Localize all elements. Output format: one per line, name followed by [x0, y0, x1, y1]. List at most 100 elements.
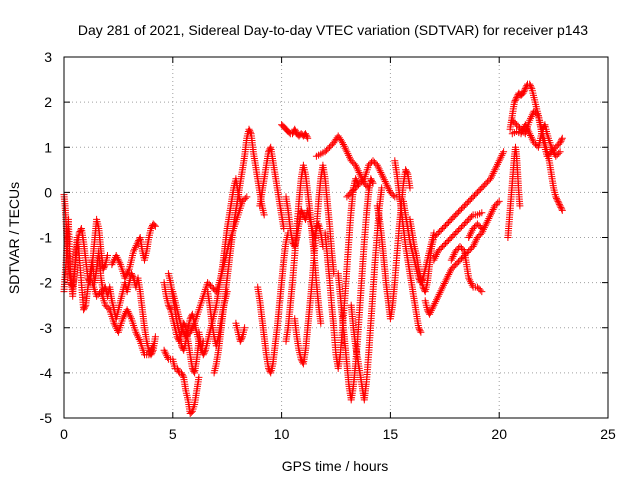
x-tick-label: 15 [383, 426, 399, 442]
data-point [201, 348, 209, 356]
data-point [166, 304, 174, 312]
data-point [459, 222, 467, 229]
data-point [443, 274, 451, 282]
y-tick-label: -2 [40, 275, 53, 291]
data-point [430, 301, 438, 309]
data-point [558, 205, 566, 213]
data-point [548, 145, 556, 153]
data-point [475, 222, 483, 229]
data-point [147, 225, 155, 232]
data-point [545, 151, 552, 159]
data-point [513, 121, 521, 129]
data-point [246, 128, 254, 136]
data-point [469, 243, 477, 250]
data-point [528, 135, 536, 143]
data-point [182, 333, 190, 341]
x-tick-label: 5 [169, 426, 177, 442]
data-point [205, 280, 213, 288]
data-point [439, 225, 447, 232]
data-point [463, 217, 471, 225]
data-point [512, 95, 520, 103]
data-point [472, 237, 480, 245]
data-point [119, 315, 127, 323]
data-point [163, 352, 171, 360]
data-point [527, 132, 534, 139]
data-point [552, 152, 560, 160]
data-point [547, 143, 555, 151]
data-points [60, 80, 566, 417]
data-point [124, 269, 131, 277]
data-point [243, 193, 251, 201]
y-tick-label: -4 [40, 365, 53, 381]
data-point [403, 169, 411, 177]
data-point [487, 173, 495, 181]
data-point [417, 328, 425, 336]
plot-frame [63, 56, 609, 419]
data-point [487, 175, 494, 183]
data-point [521, 85, 529, 93]
x-tick-label: 25 [600, 426, 616, 442]
data-point [378, 184, 386, 192]
data-point [380, 176, 388, 184]
data-point [441, 278, 449, 286]
data-point [449, 214, 457, 222]
data-point [135, 235, 143, 243]
data-point [388, 190, 396, 198]
data-point [468, 281, 476, 289]
data-point [558, 134, 566, 142]
data-point [533, 110, 541, 118]
data-point [456, 243, 464, 250]
data-point [530, 107, 538, 115]
data-point [478, 288, 486, 296]
data-point [85, 277, 93, 285]
data-point [543, 152, 551, 160]
data-point [353, 182, 361, 190]
data-point [469, 193, 477, 201]
data-point [471, 191, 478, 199]
data-point [450, 251, 458, 259]
data-point [449, 232, 457, 240]
data-point [415, 324, 423, 332]
data-point [452, 229, 460, 237]
data-point [518, 128, 526, 136]
data-point [123, 271, 131, 278]
data-point [346, 190, 354, 198]
data-point [346, 153, 353, 161]
data-point [455, 208, 463, 216]
data-point [357, 178, 365, 186]
data-point [135, 336, 143, 343]
data-point [498, 151, 506, 159]
data-point [517, 130, 525, 138]
data-point [80, 304, 88, 312]
data-point [373, 161, 381, 169]
data-point [290, 241, 298, 249]
data-point [479, 182, 487, 190]
data-point [291, 127, 299, 135]
y-tick-label: -3 [40, 320, 53, 336]
data-point [446, 217, 454, 225]
data-point [370, 158, 378, 166]
data-point [352, 175, 360, 183]
data-point [460, 202, 468, 210]
data-point [266, 145, 274, 153]
data-point [442, 240, 449, 247]
data-point [389, 191, 397, 199]
data-point [452, 211, 460, 219]
data-point [302, 130, 309, 138]
data-point [134, 332, 141, 340]
data-point [527, 114, 534, 122]
y-tick-label: 3 [44, 49, 52, 65]
data-point [433, 231, 441, 238]
data-point [437, 244, 445, 252]
data-point [438, 285, 446, 293]
data-point [362, 181, 370, 189]
data-point [368, 178, 376, 186]
data-point [379, 174, 387, 182]
data-point [449, 264, 457, 272]
data-point [499, 150, 507, 158]
data-point [339, 139, 346, 147]
data-point [324, 145, 332, 153]
data-point [511, 119, 519, 127]
data-point [343, 148, 351, 156]
data-point [526, 116, 534, 124]
